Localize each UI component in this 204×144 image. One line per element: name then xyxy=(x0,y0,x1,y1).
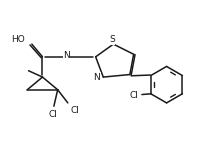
Text: Cl: Cl xyxy=(48,110,57,119)
Text: Cl: Cl xyxy=(70,106,79,115)
Text: S: S xyxy=(109,35,115,44)
Text: N: N xyxy=(93,73,100,82)
Text: N: N xyxy=(63,51,70,60)
Text: HO: HO xyxy=(11,35,25,44)
Text: Cl: Cl xyxy=(129,91,138,100)
